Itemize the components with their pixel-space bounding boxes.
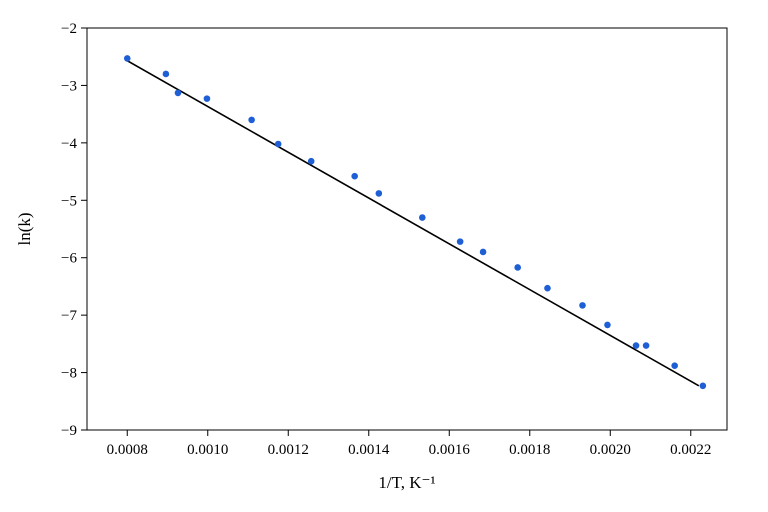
data-point: [604, 321, 611, 329]
y-tick-label: −5: [61, 193, 77, 209]
y-tick-label: −7: [61, 308, 77, 324]
y-tick-label: −8: [61, 366, 77, 382]
data-point: [632, 342, 640, 349]
x-tick-label: 0.0016: [429, 442, 471, 458]
y-tick-label: −3: [61, 78, 77, 94]
x-tick-label: 0.0020: [590, 442, 631, 458]
x-tick-label: 0.0022: [670, 442, 711, 458]
data-point: [248, 116, 255, 124]
y-tick-label: −4: [61, 136, 77, 152]
y-tick-label: −9: [61, 423, 77, 439]
data-point: [699, 382, 707, 390]
data-point: [307, 157, 315, 165]
data-point: [642, 342, 650, 349]
data-point: [203, 95, 211, 102]
x-tick-label: 0.0018: [509, 442, 550, 458]
x-tick-label: 0.0010: [187, 442, 228, 458]
data-point: [274, 140, 282, 148]
data-point: [174, 89, 182, 97]
plot-frame: [86, 27, 728, 431]
x-axis-label: 1/T, K⁻¹: [378, 473, 435, 492]
data-point: [544, 284, 551, 292]
data-point: [162, 70, 170, 78]
y-tick-label: −2: [61, 21, 77, 37]
x-tick-label: 0.0012: [268, 442, 309, 458]
data-point: [418, 214, 426, 221]
data-point: [123, 55, 131, 62]
data-point: [671, 362, 678, 369]
data-point: [351, 172, 358, 180]
data-point: [514, 264, 521, 271]
x-tick-label: 0.0014: [348, 442, 390, 458]
data-point: [479, 248, 487, 256]
y-tick-label: −6: [61, 251, 77, 267]
data-point: [579, 302, 586, 309]
data-point: [375, 190, 383, 197]
fit-line: [126, 60, 700, 387]
data-point: [456, 238, 464, 245]
x-tick-label: 0.0008: [107, 442, 148, 458]
y-axis-label: ln(k): [15, 212, 34, 245]
